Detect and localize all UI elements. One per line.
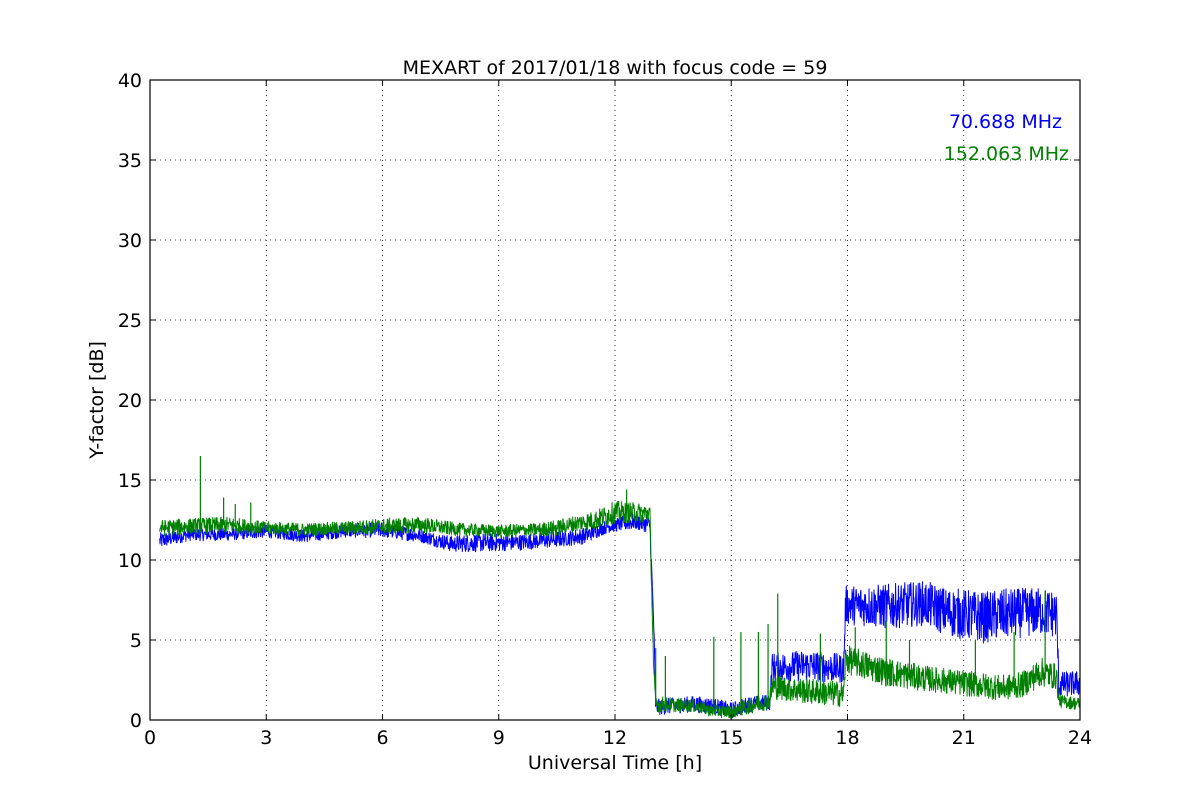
axis-ticks: 0 3 6 9 12 15 18 21 24 0 5 10 15 20 25 30 35 40 bbox=[118, 70, 1092, 749]
y-tick-label: 35 bbox=[118, 150, 142, 172]
x-tick-label: 12 bbox=[603, 727, 627, 749]
y-axis-label: Y-factor [dB] bbox=[86, 341, 108, 460]
plot-area bbox=[159, 456, 1081, 719]
x-tick-label: 18 bbox=[835, 727, 859, 749]
y-tick-label: 20 bbox=[118, 390, 142, 412]
y-tick-label: 40 bbox=[118, 70, 142, 92]
x-tick-label: 3 bbox=[260, 727, 272, 749]
y-tick-label: 15 bbox=[118, 470, 142, 492]
y-tick-label: 5 bbox=[130, 630, 142, 652]
x-tick-label: 0 bbox=[144, 727, 156, 749]
legend-entry: 152.063 MHz bbox=[944, 143, 1069, 165]
legend-entry: 70.688 MHz bbox=[949, 111, 1062, 133]
x-tick-label: 21 bbox=[952, 727, 976, 749]
y-tick-label: 0 bbox=[130, 710, 142, 732]
series-line-1 bbox=[159, 500, 1081, 719]
x-tick-label: 6 bbox=[376, 727, 388, 749]
y-tick-label: 25 bbox=[118, 310, 142, 332]
y-tick-label: 30 bbox=[118, 230, 142, 252]
x-tick-label: 24 bbox=[1068, 727, 1092, 749]
x-axis-label: Universal Time [h] bbox=[528, 752, 702, 774]
y-tick-label: 10 bbox=[118, 550, 142, 572]
chart-title: MEXART of 2017/01/18 with focus code = 5… bbox=[403, 57, 828, 79]
x-tick-label: 15 bbox=[719, 727, 743, 749]
grid bbox=[150, 80, 1080, 720]
legend: 70.688 MHz 152.063 MHz bbox=[944, 111, 1069, 165]
x-tick-label: 9 bbox=[493, 727, 505, 749]
